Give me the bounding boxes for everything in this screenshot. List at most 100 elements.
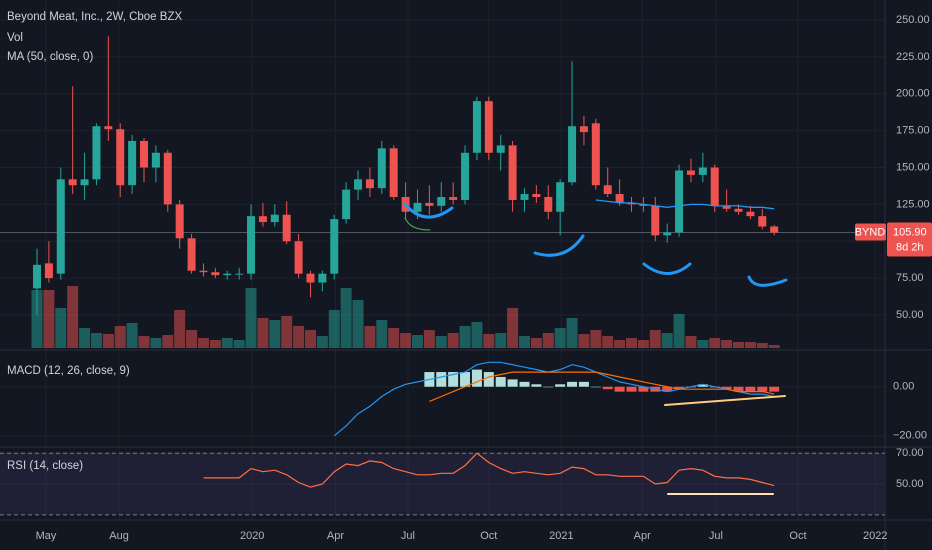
y-tick-label: 75.00 [896,272,924,284]
volume-bar [102,334,114,348]
macd-histogram-bar [507,379,518,387]
volume-bar [566,318,578,348]
volume-bar [43,290,55,348]
volume-bar [697,340,709,348]
volume-bar [637,340,649,348]
volume-bar [435,336,447,348]
ma-label: MA (50, close, 0) [7,51,93,63]
rsi-title: RSI (14, close) [7,460,83,472]
candle-body [128,140,137,186]
volume-bar [507,308,519,348]
volume-bar [768,345,780,348]
volume-bar [709,338,721,348]
volume-bar [590,330,602,348]
drawing [664,395,786,406]
candle-body [508,145,517,200]
price-label: 105.90 [893,226,927,238]
rsi-band [0,453,885,515]
candle-body [437,197,446,206]
candle-body [532,194,541,198]
y-tick-label: 70.00 [896,447,924,459]
drawing [404,217,431,231]
macd-histogram-bar [460,372,471,387]
candle-body [461,152,470,200]
volume-bar [388,328,400,348]
candle-body [579,126,588,133]
ma-line [595,199,775,210]
candle-body [758,216,767,227]
volume-bar [67,286,79,348]
candle-body [318,273,327,283]
volume-bar [257,318,269,348]
drawing [403,202,454,219]
volume-bar [352,300,364,348]
macd-histogram-bar [638,386,649,392]
candle-body [556,182,565,212]
volume-bar [423,330,435,348]
candle-body [698,167,707,175]
volume-bar [685,336,697,348]
volume-bar [293,326,305,348]
macd-histogram-bar [721,386,732,390]
volume-bar [602,336,614,348]
macd-histogram-bar [543,386,554,388]
macd-histogram-bar [757,386,768,392]
chart-title: Beyond Meat, Inc., 2W, Cboe BZX [7,11,182,23]
x-tick-label: Apr [327,530,344,542]
rsi-line [203,452,775,488]
volume-bar [245,288,257,348]
volume-bar [733,342,745,348]
candle-body [663,232,672,236]
volume-bar [281,316,293,348]
volume-bar [554,328,566,348]
volume-bar [162,335,174,348]
macd-histogram-bar [495,376,506,387]
x-tick-label: Jul [709,530,723,542]
candle-body [413,202,422,212]
volume-bar [518,336,530,348]
candle-body [258,216,267,223]
x-tick-label: Apr [634,530,651,542]
volume-bar [483,334,495,348]
candle-body [627,202,636,205]
candle-body [377,148,386,189]
candle-body [472,101,481,153]
macd-histogram-bar [531,384,542,387]
candle-body [294,241,303,274]
macd-histogram-bar [436,372,447,387]
candle-body [389,148,398,198]
candle-body [722,205,731,209]
volume-label: Vol [7,32,23,44]
candle-body [104,126,113,130]
volume-bar [174,310,186,348]
price-tag: BYND 105.90 8d 2h [855,222,932,257]
candle-body [270,214,279,223]
candle-body [496,145,505,153]
volume-bar [756,343,768,348]
candle-body [615,194,624,203]
volume-bar [744,342,756,348]
x-tick-label: May [36,530,57,542]
y-tick-label: 175.00 [896,125,930,137]
candle-body [484,101,493,153]
macd-histogram-bar [483,372,494,387]
volume-bar [542,333,554,348]
volume-bar [400,333,412,348]
volume-bar [55,308,67,348]
candle-body [199,270,208,273]
volume-bar [150,338,162,348]
macd-histogram-bar [519,381,530,387]
y-tick-label: 0.00 [893,381,914,393]
drawing [533,234,585,257]
drawing [747,275,788,287]
volume-bar [376,320,388,348]
volume-bar [209,340,221,348]
volume-bar [197,338,209,348]
candle-body [92,126,101,180]
volume-bar [530,338,542,348]
macd-line [333,361,775,437]
candle-body [449,197,458,200]
candle-body [151,152,160,168]
